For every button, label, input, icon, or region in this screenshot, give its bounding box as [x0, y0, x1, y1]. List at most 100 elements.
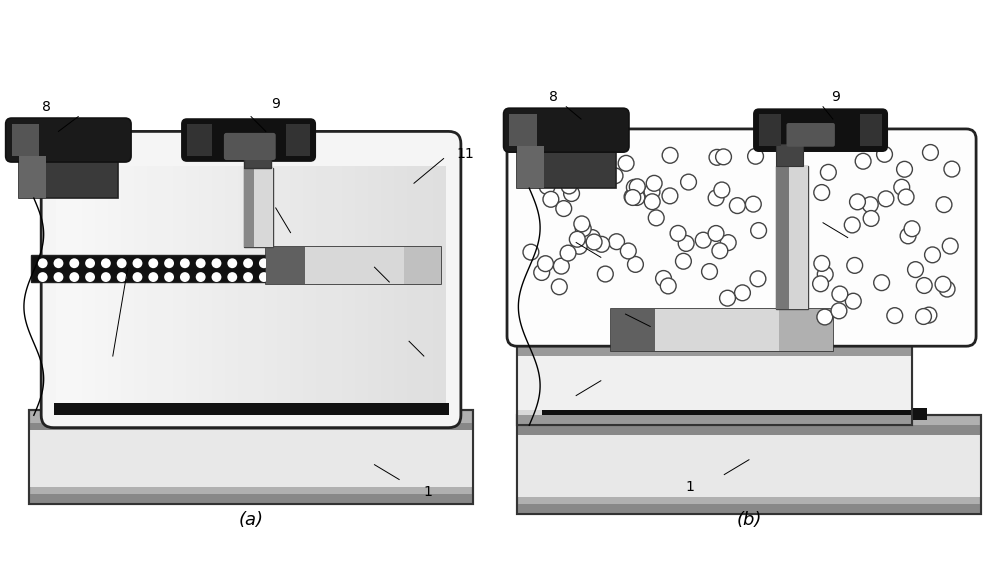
Circle shape — [243, 272, 253, 282]
Bar — [244, 169, 254, 248]
Circle shape — [817, 309, 833, 325]
Circle shape — [624, 189, 640, 205]
Text: 3: 3 — [596, 299, 605, 314]
Bar — [29, 411, 473, 504]
Circle shape — [523, 244, 539, 260]
Circle shape — [628, 257, 643, 272]
Bar — [407, 166, 420, 403]
Circle shape — [306, 258, 316, 268]
Bar — [277, 166, 290, 403]
Circle shape — [133, 272, 142, 282]
Circle shape — [656, 271, 671, 287]
Circle shape — [629, 190, 645, 205]
Circle shape — [646, 175, 662, 191]
Circle shape — [735, 285, 750, 301]
Circle shape — [729, 198, 745, 214]
Circle shape — [275, 272, 285, 282]
Circle shape — [180, 258, 190, 268]
Bar — [776, 144, 803, 166]
FancyBboxPatch shape — [754, 109, 887, 151]
Bar — [355, 166, 368, 403]
Bar — [225, 166, 238, 403]
Circle shape — [878, 191, 894, 207]
Circle shape — [817, 266, 833, 283]
Text: 6: 6 — [295, 233, 304, 247]
Circle shape — [609, 234, 624, 250]
Circle shape — [670, 226, 686, 241]
Circle shape — [564, 186, 579, 201]
Circle shape — [589, 155, 605, 171]
Bar — [420, 166, 433, 403]
FancyBboxPatch shape — [786, 123, 835, 147]
Circle shape — [644, 194, 660, 210]
Text: 3: 3 — [399, 283, 408, 297]
Bar — [329, 166, 342, 403]
Circle shape — [847, 258, 863, 274]
Bar — [517, 146, 616, 188]
Circle shape — [629, 179, 645, 195]
Circle shape — [862, 197, 878, 213]
Bar — [655, 309, 779, 351]
Bar — [266, 248, 441, 284]
Circle shape — [904, 221, 920, 237]
Bar — [29, 411, 473, 504]
Bar — [517, 415, 912, 425]
Bar — [404, 248, 441, 284]
Circle shape — [720, 235, 736, 250]
Circle shape — [863, 210, 879, 226]
Circle shape — [626, 179, 642, 195]
Bar — [56, 166, 69, 403]
Circle shape — [85, 258, 95, 268]
Circle shape — [814, 184, 830, 200]
Circle shape — [887, 308, 903, 324]
Circle shape — [751, 223, 767, 239]
Text: 12: 12 — [543, 226, 560, 240]
Bar — [303, 166, 316, 403]
Bar — [517, 346, 912, 356]
Circle shape — [620, 243, 636, 259]
Bar — [381, 166, 394, 403]
Circle shape — [681, 174, 696, 190]
Bar — [108, 166, 121, 403]
Text: 1: 1 — [424, 485, 433, 499]
Circle shape — [708, 190, 724, 206]
Bar — [542, 408, 927, 420]
Circle shape — [708, 226, 724, 241]
Circle shape — [644, 184, 660, 200]
Circle shape — [942, 238, 958, 254]
Circle shape — [594, 236, 610, 252]
Circle shape — [939, 281, 955, 297]
Bar — [264, 166, 277, 403]
FancyBboxPatch shape — [41, 131, 461, 428]
Circle shape — [69, 258, 79, 268]
Circle shape — [561, 161, 577, 177]
Text: 8: 8 — [549, 90, 558, 104]
Circle shape — [750, 271, 766, 287]
Circle shape — [38, 258, 48, 268]
Text: (b): (b) — [736, 511, 762, 529]
Circle shape — [648, 210, 664, 226]
Bar — [368, 166, 381, 403]
Circle shape — [625, 190, 641, 205]
Circle shape — [662, 188, 678, 204]
Circle shape — [898, 189, 914, 205]
Bar — [517, 433, 981, 497]
Circle shape — [845, 293, 861, 309]
Circle shape — [54, 258, 63, 268]
Circle shape — [720, 290, 735, 306]
Circle shape — [745, 196, 761, 212]
Circle shape — [534, 265, 550, 280]
Bar — [776, 166, 789, 309]
Bar — [69, 166, 82, 403]
Bar — [517, 336, 912, 425]
Circle shape — [607, 168, 623, 184]
Circle shape — [702, 263, 717, 279]
Circle shape — [935, 276, 951, 292]
Circle shape — [54, 272, 63, 282]
Circle shape — [936, 197, 952, 213]
Circle shape — [660, 278, 676, 294]
Circle shape — [923, 144, 938, 160]
Circle shape — [695, 232, 711, 248]
Circle shape — [569, 231, 585, 247]
Circle shape — [584, 230, 600, 245]
